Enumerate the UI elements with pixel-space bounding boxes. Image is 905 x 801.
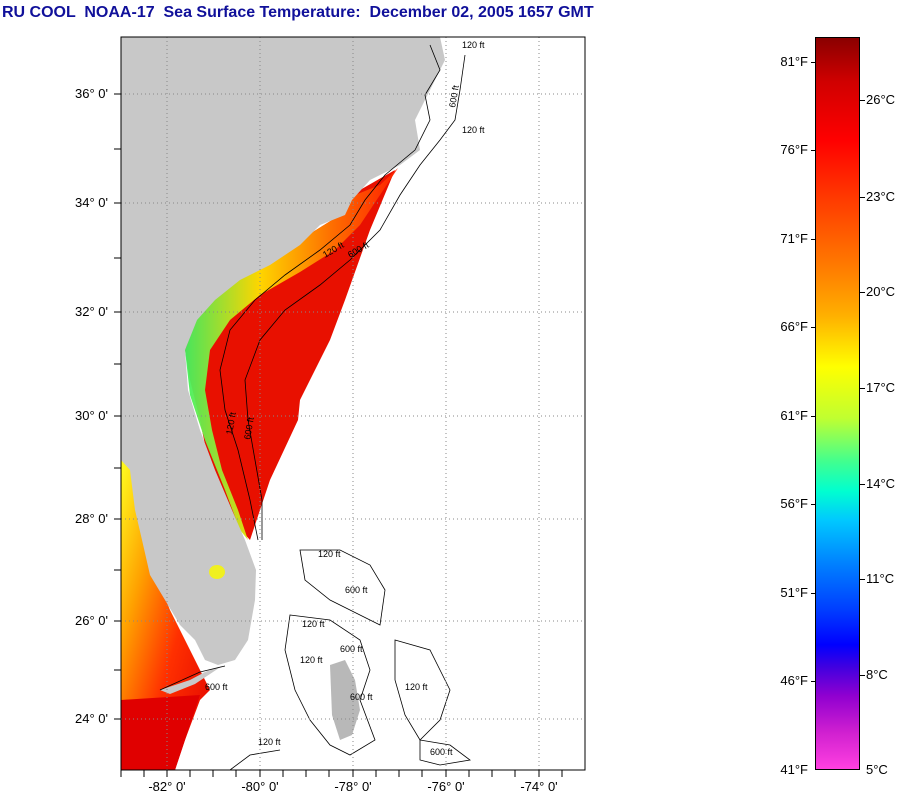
colorbar-f-label: 46°F <box>780 673 808 688</box>
colorbar-c-label: 20°C <box>866 284 896 299</box>
contour-label: 600 ft <box>447 84 461 108</box>
colorbar-tick <box>811 150 816 151</box>
colorbar-c-label: 14°C <box>866 476 896 491</box>
colorbar-c-label: 26°C <box>866 92 896 107</box>
colorbar-tick <box>811 239 816 240</box>
contour-label: 120 ft <box>258 737 281 747</box>
grid-lines <box>121 37 585 770</box>
lon-label: -78° 0' <box>334 779 372 794</box>
colorbar-c-label: 17°C <box>866 380 896 395</box>
colorbar-c-label: 8°C <box>866 667 888 682</box>
lon-label: -80° 0' <box>241 779 279 794</box>
lat-label: 36° 0' <box>75 86 108 101</box>
contour-label: 120 ft <box>462 40 485 50</box>
colorbar-c-label: 23°C <box>866 189 896 204</box>
axis-ticks <box>114 93 563 777</box>
lon-label: -82° 0' <box>148 779 186 794</box>
colorbar-tick <box>811 504 816 505</box>
colorbar-f-label: 81°F <box>780 54 808 69</box>
lat-label: 28° 0' <box>75 511 108 526</box>
lon-label: -76° 0' <box>427 779 465 794</box>
bathymetry-contours <box>159 44 471 770</box>
colorbar-tick <box>860 484 865 485</box>
page-title: RU COOL NOAA-17 Sea Surface Temperature:… <box>2 4 594 21</box>
contour-label: 120 ft <box>302 619 325 629</box>
contour-label: 120 ft <box>224 411 238 435</box>
lon-label: -74° 0' <box>520 779 558 794</box>
lat-label: 32° 0' <box>75 304 108 319</box>
temperature-colorbar <box>815 37 860 770</box>
colorbar-tick <box>860 100 865 101</box>
lake-okeechobee <box>209 565 225 579</box>
contour-label: 600 ft <box>350 692 373 702</box>
colorbar-tick <box>860 292 865 293</box>
colorbar-f-label: 41°F <box>780 762 808 777</box>
colorbar-tick <box>811 416 816 417</box>
lat-label: 24° 0' <box>75 711 108 726</box>
colorbar-f-label: 71°F <box>780 231 808 246</box>
colorbar-f-label: 76°F <box>780 142 808 157</box>
contour-label: 600 ft <box>242 416 256 440</box>
colorbar-f-label: 66°F <box>780 319 808 334</box>
lat-label: 34° 0' <box>75 195 108 210</box>
colorbar-f-label: 51°F <box>780 585 808 600</box>
colorbar-tick <box>860 675 865 676</box>
sst-gulf-south <box>121 695 200 770</box>
contour-label: 600 ft <box>345 585 368 595</box>
land-keys <box>160 666 222 694</box>
colorbar-tick <box>811 593 816 594</box>
colorbar-tick <box>860 197 865 198</box>
contour-label: 600 ft <box>205 682 228 692</box>
contour-label: 600 ft <box>340 644 363 654</box>
colorbar-tick <box>860 579 865 580</box>
contour-label: 120 ft <box>300 655 323 665</box>
land-bahamas-andros <box>330 660 360 740</box>
contour-label: 120 ft <box>462 125 485 135</box>
contour-label: 120 ft <box>405 682 428 692</box>
colorbar-c-label: 5°C <box>866 762 888 777</box>
colorbar-tick <box>860 388 865 389</box>
colorbar-c-label: 11°C <box>866 571 895 586</box>
colorbar-tick <box>811 62 816 63</box>
colorbar-f-label: 61°F <box>780 408 808 423</box>
colorbar-tick <box>811 327 816 328</box>
colorbar-f-label: 56°F <box>780 496 808 511</box>
lat-label: 26° 0' <box>75 613 108 628</box>
contour-label: 120 ft <box>318 549 341 559</box>
lat-label: 30° 0' <box>75 408 108 423</box>
colorbar-tick <box>811 681 816 682</box>
contour-label: 600 ft <box>430 747 453 757</box>
land-us-southeast <box>121 37 445 665</box>
